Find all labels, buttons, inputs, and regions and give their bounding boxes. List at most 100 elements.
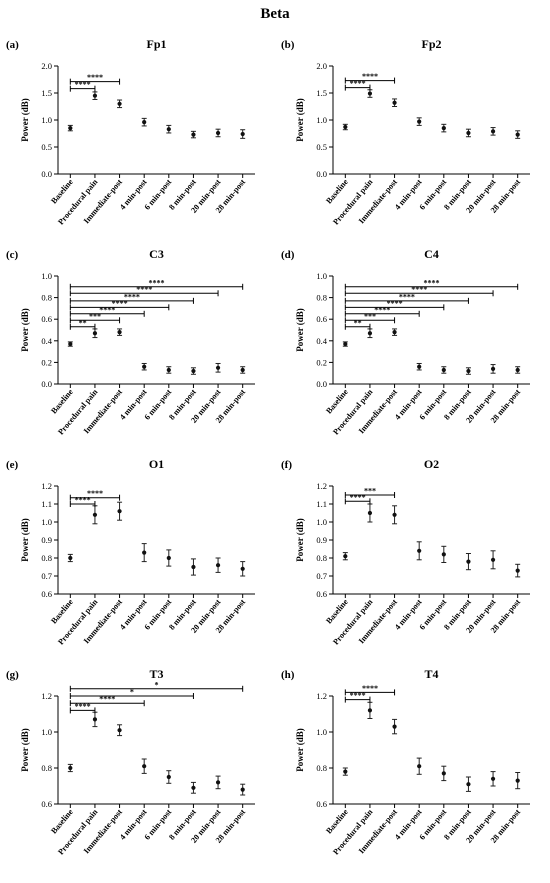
y-tick-label: 0.8 (316, 763, 327, 773)
data-point-group (490, 127, 496, 136)
data-point-group (215, 128, 221, 138)
data-point (92, 512, 98, 517)
data-point (417, 764, 422, 769)
data-point (142, 120, 147, 125)
y-tick-label: 0.0 (41, 379, 52, 389)
data-point-group (392, 505, 398, 525)
data-point (142, 364, 147, 369)
data-point (515, 367, 520, 373)
significance-label: **** (99, 305, 115, 314)
significance-label: *** (364, 312, 376, 321)
panel-a: (a) Fp1 0.0 0.5 1.0 1.5 2.0 Power (dB) Baseline P… (0, 26, 275, 236)
data-point-group (342, 341, 348, 347)
data-point-group (166, 549, 172, 567)
data-point (166, 555, 171, 561)
y-axis-label: Power (dB) (20, 518, 30, 562)
data-point (417, 119, 422, 124)
data-point-group (190, 130, 196, 139)
y-axis-label: Power (dB) (20, 308, 30, 352)
data-point (515, 568, 520, 573)
data-point (367, 331, 373, 336)
data-point-group (392, 98, 398, 107)
y-tick-label: 1.0 (316, 271, 327, 281)
panel-label: (e) (6, 459, 19, 471)
y-tick-label: 1.0 (316, 727, 327, 737)
significance-label: **** (87, 489, 103, 498)
panel-h: (h) T4 0.6 0.8 1.0 1.2 Power (dB) Baseline Proce… (275, 656, 550, 866)
data-point (466, 368, 471, 374)
significance-bracket: **** (69, 73, 121, 85)
data-point-group (141, 543, 147, 563)
data-point (240, 787, 245, 792)
data-point (490, 776, 496, 781)
data-point-group (92, 328, 98, 339)
data-point (490, 557, 496, 562)
y-tick-label: 1.2 (316, 481, 327, 491)
significance-label: **** (350, 691, 366, 700)
data-point (392, 724, 397, 729)
data-point (215, 130, 221, 136)
y-tick-label: 0.4 (41, 336, 52, 346)
y-tick-label: 2.0 (41, 61, 52, 71)
y-tick-label: 0.4 (316, 336, 327, 346)
data-point-group (117, 328, 123, 336)
data-point (367, 510, 373, 516)
data-point-group (215, 775, 221, 790)
significance-label: **** (424, 278, 440, 287)
data-point-group (416, 362, 422, 371)
data-point (441, 771, 446, 776)
panel-b: (b) Fp2 0.0 0.5 1.0 1.5 2.0 Power (dB) Baseline P… (275, 26, 550, 236)
data-point (215, 563, 221, 568)
significance-bracket: **** (344, 285, 494, 297)
data-point (117, 101, 122, 106)
panel-g: (g) T3 0.6 0.8 1.0 1.2 Power (dB) Baseline Proce… (0, 656, 275, 866)
y-tick-label: 0.8 (41, 553, 52, 563)
chart-e: (e) O1 0.6 0.7 0.8 0.9 1.0 1.1 1.2 Power (dB) Base… (6, 457, 255, 647)
data-point (417, 364, 422, 369)
data-point (392, 512, 397, 517)
data-point-group (342, 552, 348, 561)
data-point-group (342, 123, 348, 131)
panel-title: Fp1 (146, 37, 166, 51)
significance-label: **** (374, 305, 390, 314)
data-point-group (392, 718, 398, 735)
significance-bracket: *** (69, 312, 121, 324)
significance-bracket: **** (69, 285, 219, 297)
significance-label: **** (136, 285, 152, 294)
data-point-group (515, 130, 521, 139)
data-point (441, 126, 446, 131)
y-tick-label: 0.7 (41, 571, 52, 581)
significance-bracket: **** (344, 691, 371, 703)
panel-title: O1 (149, 457, 164, 471)
y-tick-label: 1.0 (316, 115, 327, 125)
panel-title: C3 (149, 247, 164, 261)
data-point-group (141, 117, 147, 127)
data-point-group (367, 503, 373, 523)
data-point-group (342, 767, 348, 776)
panel-e: (e) O1 0.6 0.7 0.8 0.9 1.0 1.1 1.2 Power (dB) Base… (0, 446, 275, 656)
data-point-group (367, 701, 373, 719)
significance-label: **** (112, 299, 128, 308)
panel-f: (f) O2 0.6 0.7 0.8 0.9 1.0 1.1 1.2 Power (dB) Base… (275, 446, 550, 656)
significance-label: * (130, 688, 134, 697)
data-point (515, 132, 520, 137)
data-point (490, 129, 496, 134)
significance-label: ** (79, 318, 87, 327)
data-point (68, 765, 73, 771)
significance-label: **** (124, 292, 140, 301)
data-point-group (141, 758, 147, 774)
y-tick-label: 0.8 (41, 293, 52, 303)
data-point (215, 365, 221, 370)
significance-bracket: **** (344, 305, 420, 317)
significance-bracket: **** (69, 489, 121, 501)
y-tick-label: 2.0 (316, 61, 327, 71)
data-point-group (465, 776, 471, 792)
data-point-group (490, 364, 496, 374)
y-tick-label: 0.2 (316, 357, 327, 367)
y-axis-label: Power (dB) (20, 728, 30, 772)
y-axis-label: Power (dB) (295, 518, 305, 562)
data-point-group (240, 561, 246, 577)
data-point-group (92, 711, 98, 728)
data-point-group (166, 124, 172, 134)
